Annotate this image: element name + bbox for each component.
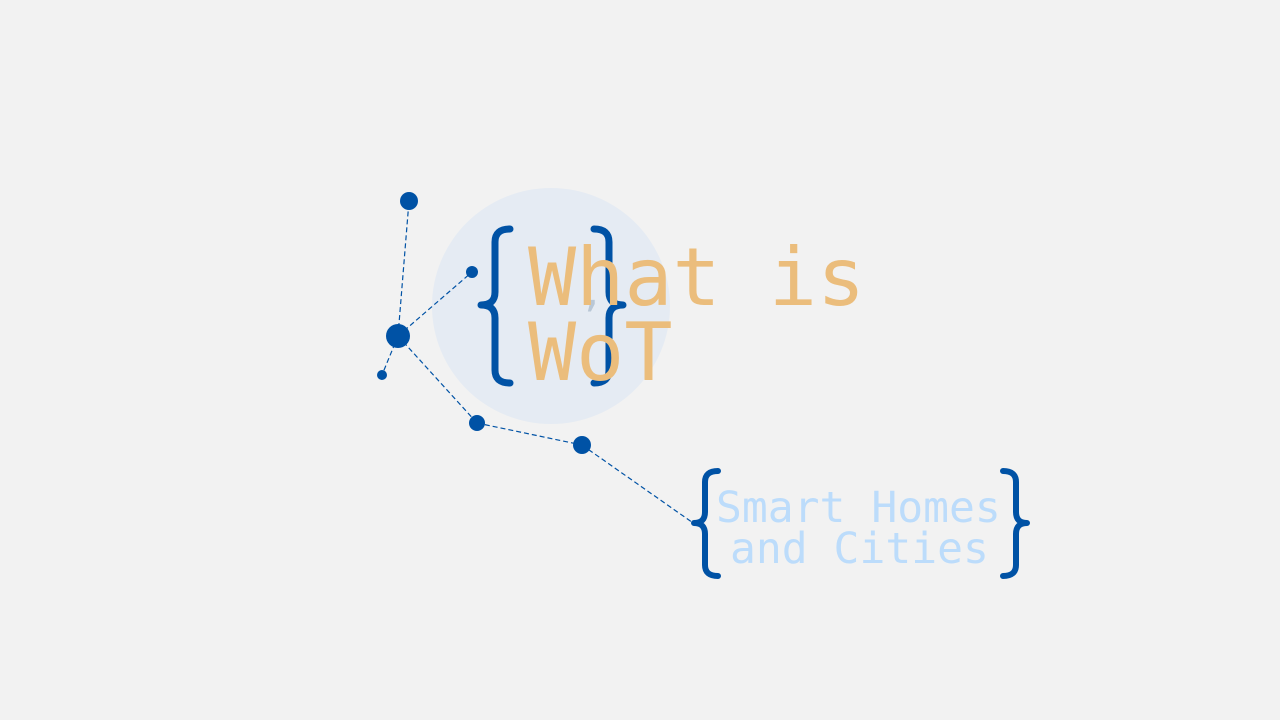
network-node [466,266,478,278]
network-node-hub [386,324,410,348]
title-line-2: WoT [528,313,673,393]
subtitle-line-2: and Cities [730,528,989,571]
subtitle-left-brace [694,471,718,576]
connector-line [582,445,696,525]
network-node [400,192,418,210]
network-node [573,436,591,454]
connector-line [398,201,409,336]
connector-line [477,423,582,445]
network-node [377,370,387,380]
subtitle-right-brace [1003,471,1027,576]
network-node [469,415,485,431]
